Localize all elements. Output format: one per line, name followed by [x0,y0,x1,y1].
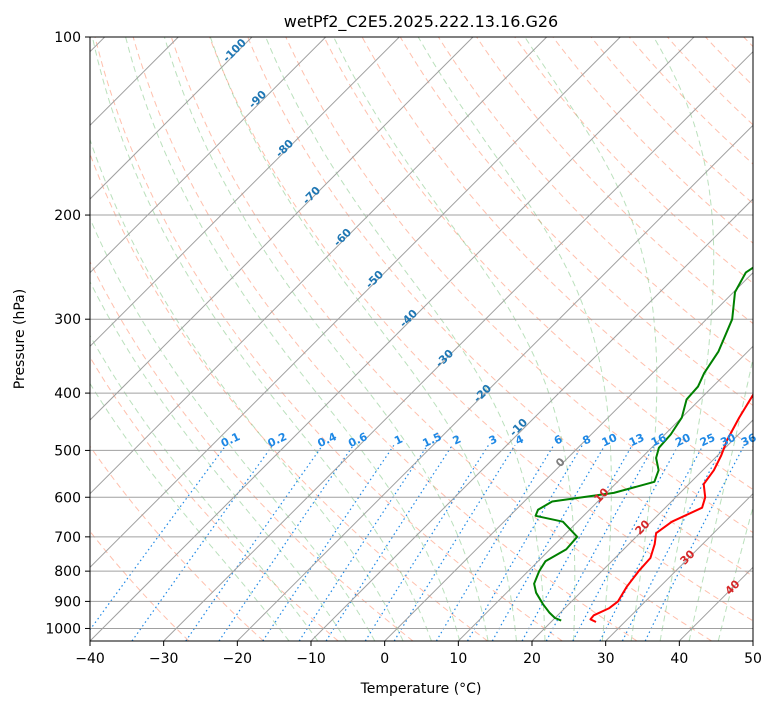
dry-adiabat-line [247,37,753,577]
background-lines [90,37,753,641]
x-tick-label: 20 [523,651,541,667]
y-tick-label: 400 [54,386,81,402]
isotherm-line [163,50,753,641]
dry-adiabat-line [94,37,563,641]
y-tick-label: 300 [54,312,81,328]
moist-adiabat-line [524,37,658,641]
dry-adiabat-line [132,37,638,641]
mixing-ratio-label: 10 [600,431,620,449]
x-tick-label: −40 [75,651,105,667]
moist-adiabat-line [90,280,347,641]
moist-adiabat-line [125,37,461,641]
mixing-ratio-line [218,444,354,641]
moist-adiabat-line [209,37,517,641]
mixing-ratio-line [599,444,704,641]
profile-lines [533,266,753,623]
dry-adiabat-line [90,260,414,641]
y-tick-label: 700 [54,530,81,546]
moist-adiabat-line [91,37,432,641]
dry-adiabat-line [399,37,753,407]
x-tick-label: −20 [223,651,253,667]
dewpoint-profile-line [533,266,753,622]
y-tick-label: 1000 [45,621,81,637]
mixing-ratio-line [521,444,633,641]
plot-frame [89,36,754,642]
x-tick-label: −30 [149,651,179,667]
mixing-ratio-label: 36 [739,431,759,449]
dry-adiabat-line [514,37,753,284]
y-tick-label: 500 [54,443,81,459]
x-tick-label: 0 [380,651,389,667]
temperature-profile-line [589,392,753,623]
mixing-ratio-line [644,444,745,641]
moist-adiabat-line [417,37,612,641]
moist-adiabat-line [163,37,489,641]
x-axis-label: Temperature (°C) [360,681,482,697]
x-tick-label: 50 [744,651,762,667]
mixing-ratio-label: 16 [649,431,669,449]
mixing-ratio-line [545,444,655,641]
y-axis-label: Pressure (hPa) [12,289,28,389]
dry-adiabat-line [476,37,753,325]
dry-adiabat-line [590,37,753,205]
x-tick-label: 30 [597,651,615,667]
moist-adiabat-line [653,37,715,641]
isotherm-line [457,345,753,641]
mixing-ratio-line [325,444,453,641]
mixing-ratio-label: 20 [673,431,693,449]
isotherm-line [310,198,753,641]
dry-adiabat-line [628,37,753,165]
x-tick-label: −10 [296,651,326,667]
y-tick-label: 800 [54,564,81,580]
isotherm-line [90,37,327,274]
y-tick-label: 200 [54,208,81,224]
isotherm-line [90,37,400,348]
moist-adiabat-line [265,37,546,641]
isotherm-line [605,492,753,641]
dry-adiabat-line [170,37,712,641]
mixing-ratio-line [572,444,679,641]
mixing-ratio-line [491,444,606,641]
x-tick-label: 40 [670,651,688,667]
axis-ticks: −40 −30 −20 −10 0 10 20 30 40 50 100 200 300 400 500 60… [45,30,762,667]
isotherm-line [236,124,753,641]
x-tick-label: 10 [449,651,467,667]
mixing-ratio-label: 25 [698,431,717,449]
isotherm-line [90,37,621,569]
isotherm-line [384,271,753,641]
dry-adiabat-line [209,37,753,622]
moist-adiabat-line [717,505,753,641]
mixing-ratio-line [466,444,583,641]
moist-adiabat-line [90,138,404,641]
mixing-ratio-line [185,444,324,641]
mixing-ratio-line [262,444,395,641]
dry-adiabat-line [90,445,264,641]
mixing-ratio-line [298,444,429,641]
moist-adiabat-line [90,334,319,641]
isotherm-line [90,37,253,200]
dry-adiabat-line [323,37,753,491]
chart-title: wetPf2_C2E5.2025.222.13.16.G26 [284,12,558,32]
isotherm-line [90,37,474,421]
moist-adiabat-line [90,217,376,641]
isotherm-line [90,37,548,495]
mixing-ratio-line [435,444,555,641]
moist-adiabat-line [90,382,290,641]
y-tick-label: 900 [54,594,81,610]
mixing-ratio-label: 13 [627,431,646,449]
isotherm-line [90,37,695,641]
y-tick-label: 100 [54,30,81,46]
isotherm-line [531,419,753,641]
mixing-ratio-label: 30 [718,431,738,449]
y-tick-label: 600 [54,490,81,506]
moist-adiabat-line [688,355,753,641]
